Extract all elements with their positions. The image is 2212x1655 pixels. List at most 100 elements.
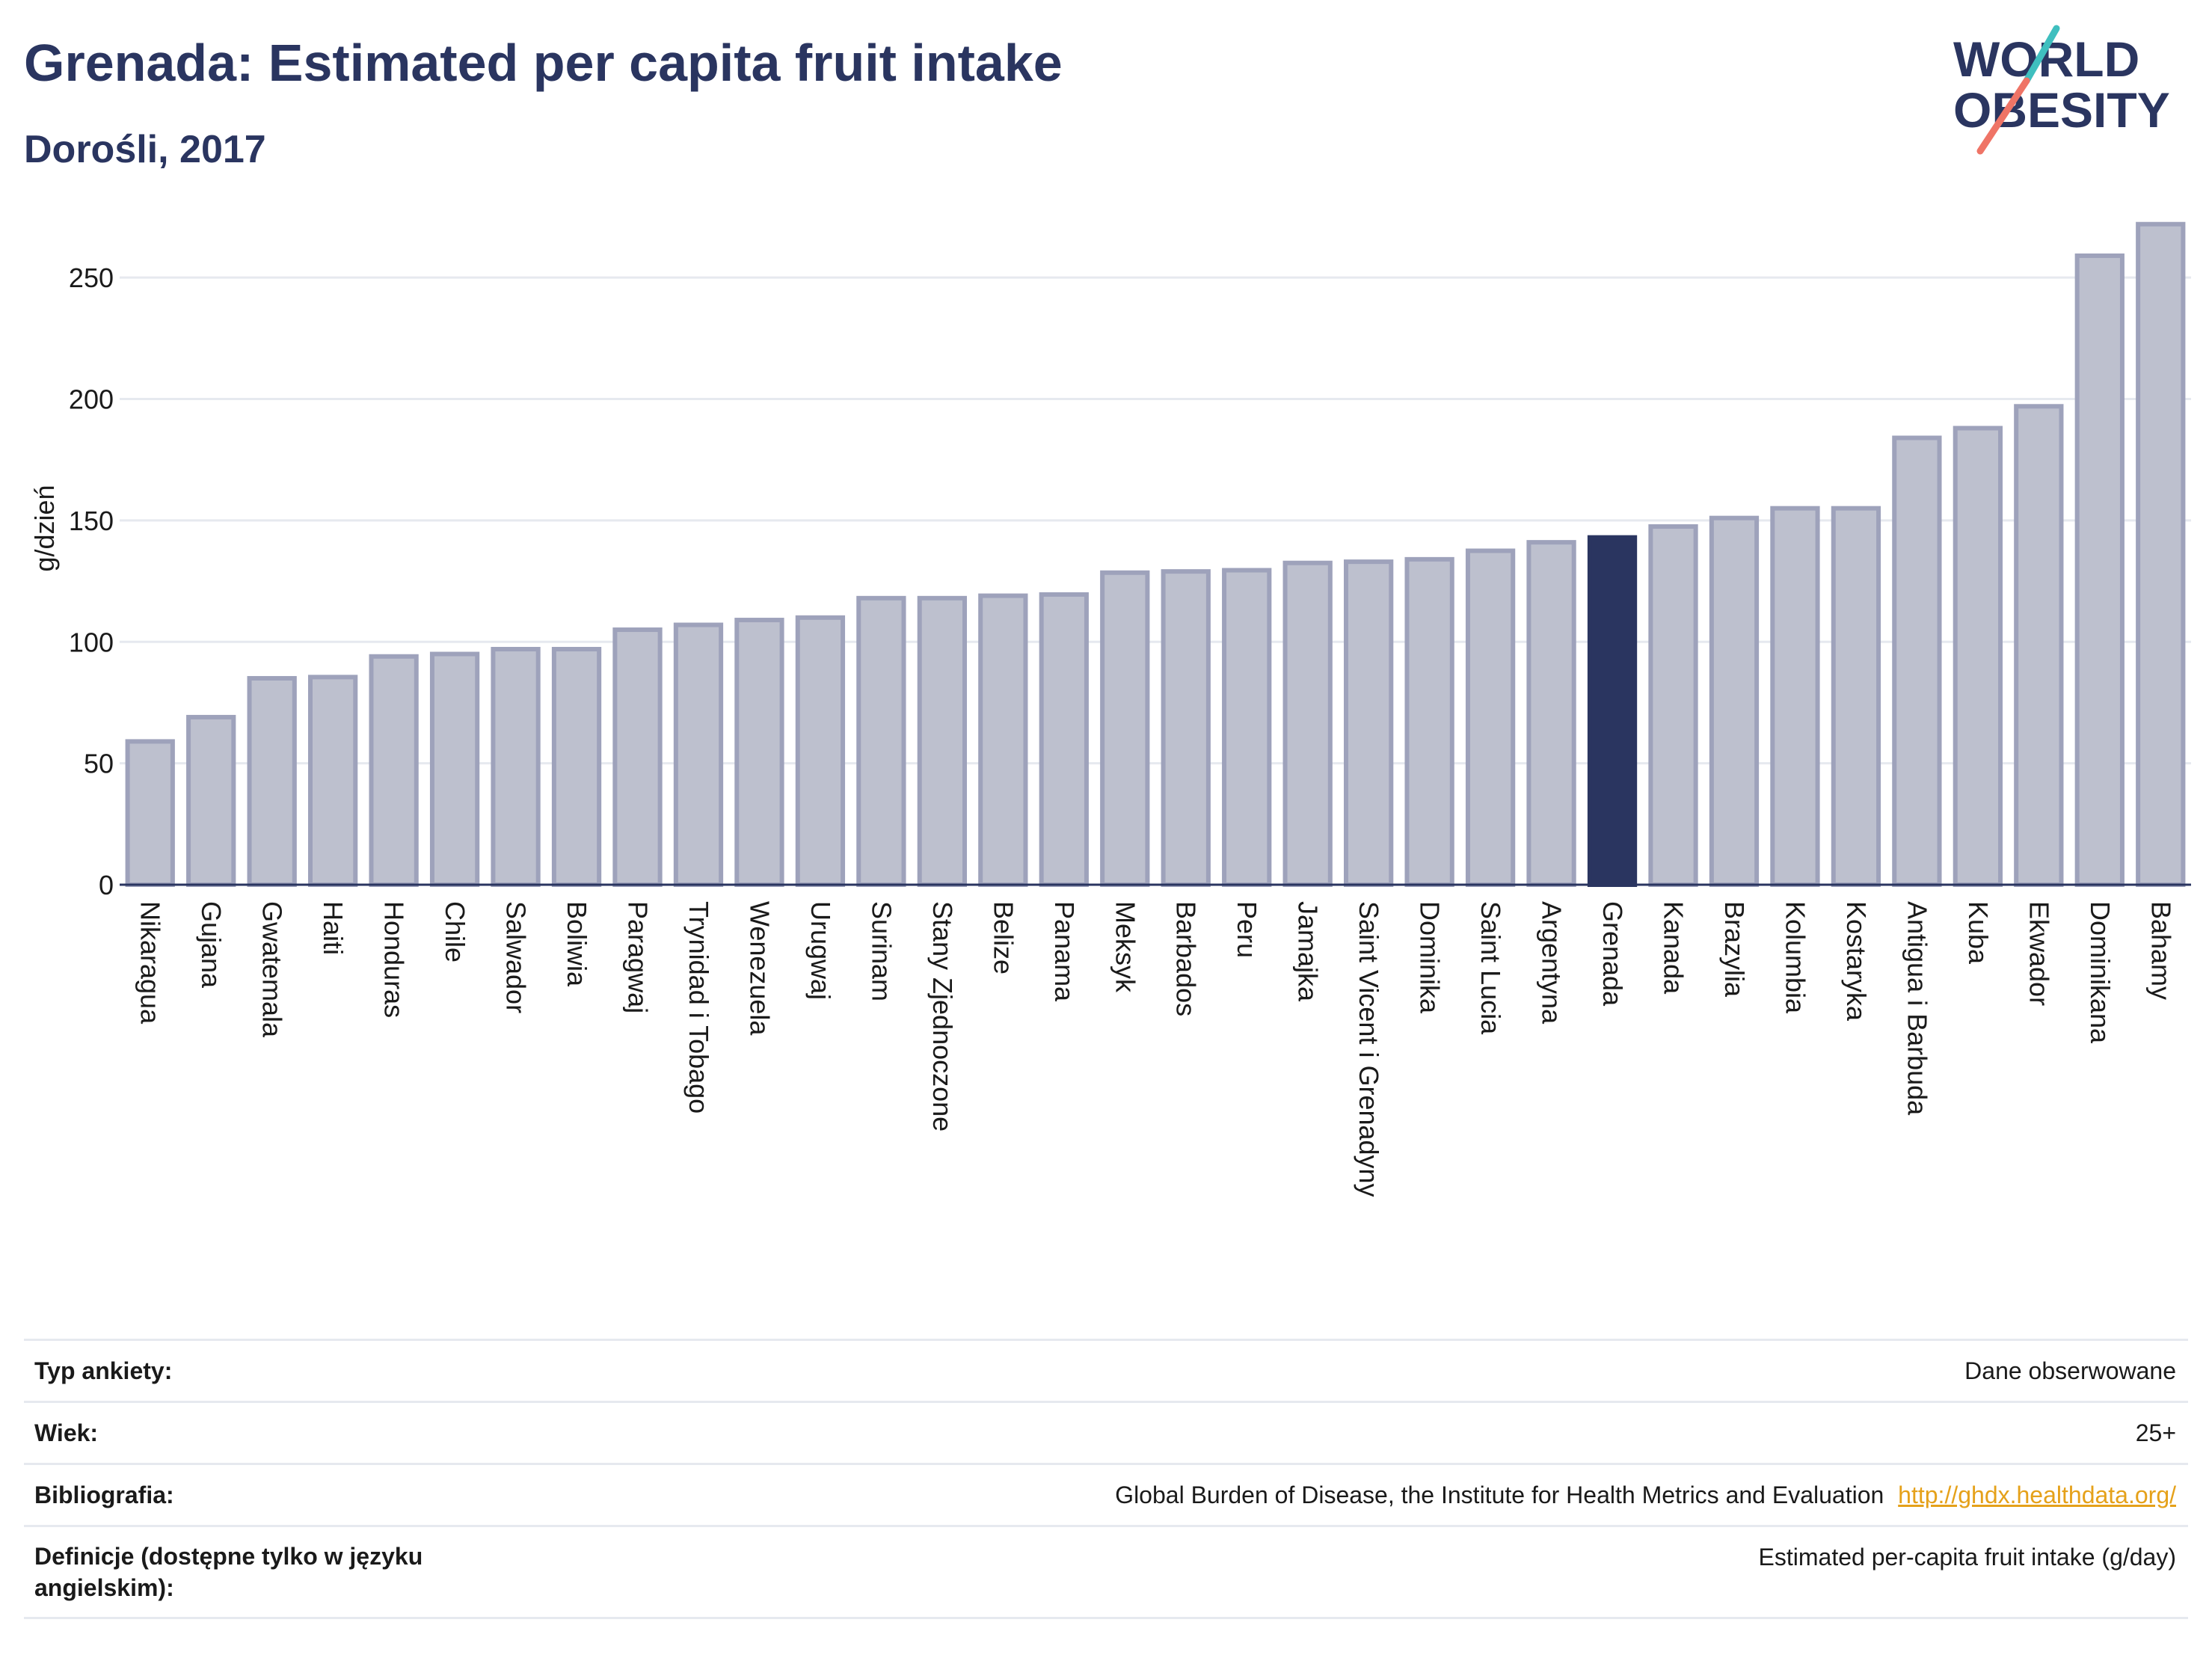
bar-urugwaj[interactable]	[795, 615, 846, 887]
bar-kolumbia[interactable]	[1770, 506, 1820, 887]
x-tick-label: Haiti	[318, 901, 348, 955]
x-tick-label: Panama	[1049, 901, 1080, 1002]
bar-trynidad-i-tobago[interactable]	[673, 622, 724, 887]
metadata-table: Typ ankiety: Dane obserwowane Wiek: 25+ …	[24, 1339, 2188, 1619]
bar-wenezuela[interactable]	[734, 618, 784, 888]
bibliography-text: Global Burden of Disease, the Institute …	[1115, 1481, 1884, 1508]
logo-slash-teal	[2023, 25, 2060, 85]
bar-stany-zjednoczone[interactable]	[917, 595, 967, 888]
y-tick-label: 100	[69, 627, 114, 657]
x-tick-label: Salwador	[501, 901, 532, 1013]
y-axis-ticks: 0 50 100 150 200 250	[69, 262, 114, 900]
x-tick-label: Gwatemala	[257, 901, 288, 1038]
bar-saint-lucia[interactable]	[1465, 548, 1516, 887]
bar-kanada[interactable]	[1648, 524, 1698, 887]
x-tick-label: Argentyna	[1537, 901, 1567, 1025]
bar-saint-vicent-i-grenadyny[interactable]	[1344, 559, 1394, 887]
bar-brazylia[interactable]	[1709, 515, 1760, 887]
x-tick-label: Honduras	[379, 901, 410, 1018]
x-tick-label: Boliwia	[562, 901, 592, 987]
meta-value: Dane obserwowane	[1964, 1357, 2176, 1384]
bar-gujana[interactable]	[186, 714, 236, 887]
bar-dominika[interactable]	[1404, 556, 1454, 888]
meta-key: Typ ankiety:	[34, 1357, 173, 1384]
x-tick-label: Grenada	[1597, 901, 1628, 1007]
meta-key: Definicje (dostępne tylko w języku angie…	[34, 1543, 423, 1601]
meta-row-definitions: Definicje (dostępne tylko w języku angie…	[24, 1525, 2188, 1619]
bar-peru[interactable]	[1222, 568, 1272, 888]
bar-nikaragua[interactable]	[125, 739, 175, 887]
bar-antigua-i-barbuda[interactable]	[1892, 435, 1942, 887]
x-tick-label: Meksyk	[1110, 901, 1140, 993]
bar-surinam[interactable]	[856, 595, 906, 888]
x-tick-label: Paragwaj	[623, 901, 654, 1013]
bar-kuba[interactable]	[1953, 426, 2003, 887]
x-tick-label: Dominikana	[2085, 901, 2116, 1044]
x-tick-label: Kanada	[1659, 901, 1689, 995]
bar-jamajka[interactable]	[1282, 560, 1333, 888]
x-tick-label: Ekwador	[2024, 901, 2054, 1006]
bar-dominikana[interactable]	[2074, 253, 2125, 887]
x-tick-label: Kolumbia	[1780, 901, 1810, 1014]
x-tick-label: Trynidad i Tobago	[683, 901, 714, 1114]
bar-salwador[interactable]	[491, 647, 541, 887]
bar-meksyk[interactable]	[1100, 570, 1150, 887]
meta-row-bibliography: Bibliografia: Global Burden of Disease, …	[24, 1463, 2188, 1525]
logo-slash-coral	[1976, 77, 2030, 155]
meta-key: Bibliografia:	[34, 1481, 174, 1508]
bars	[125, 221, 2186, 888]
x-tick-label: Dominika	[1415, 901, 1446, 1014]
bar-paragwaj[interactable]	[612, 627, 663, 887]
x-tick-label: Saint Vicent i Grenadyny	[1354, 901, 1384, 1197]
y-tick-label: 150	[69, 506, 114, 536]
x-tick-label: Barbados	[1171, 901, 1202, 1016]
y-axis-label: g/dzień	[29, 485, 60, 571]
bibliography-link[interactable]: http://ghdx.healthdata.org/	[1898, 1481, 2176, 1508]
x-tick-label: Wenezuela	[744, 901, 775, 1036]
x-tick-label: Gujana	[196, 901, 227, 989]
x-axis-labels: Nikaragua Gujana Gwatemala Haiti Honduras Chi…	[135, 901, 2177, 1197]
bar-kostaryka[interactable]	[1831, 506, 1881, 887]
world-obesity-logo: WORLD OBESITY	[1953, 25, 2170, 155]
bar-ekwador[interactable]	[2014, 404, 2064, 887]
x-tick-label: Peru	[1232, 901, 1262, 958]
meta-value: Estimated per-capita fruit intake (g/day…	[1758, 1544, 2176, 1570]
meta-value: 25+	[2135, 1419, 2176, 1446]
y-tick-label: 50	[84, 749, 114, 779]
y-tick-label: 250	[69, 262, 114, 293]
x-tick-label: Kostaryka	[1841, 901, 1872, 1022]
y-tick-label: 200	[69, 384, 114, 415]
meta-key: Wiek:	[34, 1419, 99, 1446]
bar-boliwia[interactable]	[551, 647, 602, 887]
x-tick-label: Stany Zjednoczone	[927, 901, 958, 1132]
bar-gwatemala[interactable]	[247, 675, 297, 887]
x-tick-label: Surinam	[866, 901, 897, 1001]
x-tick-label: Belize	[988, 901, 1019, 974]
meta-row-age: Wiek: 25+	[24, 1401, 2188, 1463]
chart-subtitle: Dorośli, 2017	[24, 128, 266, 171]
x-tick-label: Brazylia	[1719, 901, 1750, 998]
x-tick-label: Urugwaj	[805, 901, 836, 1000]
bar-grenada[interactable]	[1587, 535, 1638, 887]
bar-chile[interactable]	[429, 651, 480, 887]
bar-belize[interactable]	[978, 593, 1028, 887]
x-tick-label: Nikaragua	[135, 901, 166, 1025]
x-tick-label: Kuba	[1963, 901, 1994, 965]
chart-title: Grenada: Estimated per capita fruit inta…	[24, 34, 1063, 92]
logo-text-obesity: OBESITY	[1953, 82, 2170, 138]
x-tick-label: Jamajka	[1293, 901, 1324, 1002]
bar-haiti[interactable]	[308, 675, 358, 887]
x-tick-label: Chile	[440, 901, 470, 962]
y-tick-label: 0	[99, 870, 114, 900]
x-tick-label: Antigua i Barbuda	[1902, 901, 1932, 1116]
meta-row-survey-type: Typ ankiety: Dane obserwowane	[24, 1339, 2188, 1401]
meta-value: Global Burden of Disease, the Institute …	[1103, 1481, 2188, 1509]
bar-chart: 0 50 100 150 200 250 Nikaragua Gujana Gwatemala…	[29, 221, 2191, 1197]
bar-panama[interactable]	[1039, 592, 1089, 888]
bar-argentyna[interactable]	[1526, 540, 1576, 887]
bar-bahamy[interactable]	[2136, 221, 2186, 887]
x-tick-label: Saint Lucia	[1475, 901, 1506, 1035]
x-tick-label: Bahamy	[2145, 901, 2176, 1000]
bar-barbados[interactable]	[1161, 569, 1211, 887]
bar-honduras[interactable]	[369, 654, 419, 887]
